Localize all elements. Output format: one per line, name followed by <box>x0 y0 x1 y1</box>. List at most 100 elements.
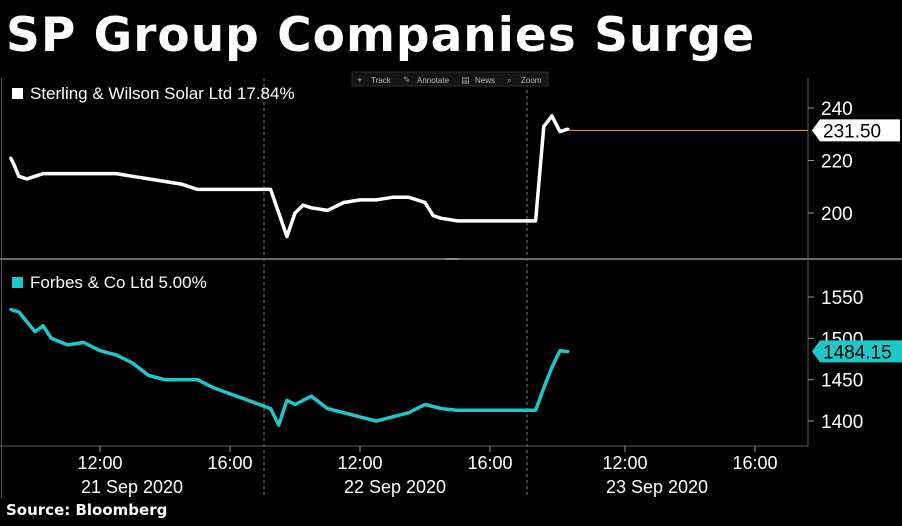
data-point <box>472 219 476 223</box>
value-tag-shape <box>812 340 902 363</box>
toolbar-news-label: News <box>475 76 495 85</box>
data-point <box>269 187 273 191</box>
data-point <box>342 411 346 415</box>
data-point <box>391 415 394 419</box>
pencil-icon: ✎ <box>403 76 411 86</box>
data-point <box>439 407 443 410</box>
data-point <box>82 172 86 176</box>
data-point <box>550 114 554 118</box>
x-date-label: 22 Sep 2020 <box>344 477 446 497</box>
data-point <box>285 235 289 239</box>
data-point <box>407 411 411 415</box>
data-point <box>131 174 134 178</box>
data-point <box>114 172 118 176</box>
data-point <box>196 378 199 382</box>
panel-1: 200 220 240 Sterling & Wilson Solar Ltd 17.… <box>9 84 900 239</box>
legend-label: Forbes & Co Ltd 5.00% <box>30 273 207 292</box>
x-tick-label: 12:00 <box>77 453 122 473</box>
data-point <box>147 374 151 377</box>
toolbar-annotate-label: Annotate <box>417 76 450 85</box>
crosshair-icon: ⌖ <box>357 76 362 86</box>
toolbar-track-button[interactable]: ⌖ Track <box>357 76 392 86</box>
data-point <box>49 336 53 340</box>
data-point <box>66 172 69 176</box>
data-point <box>358 198 362 202</box>
data-point <box>407 195 411 199</box>
toolbar-zoom-label: Zoom <box>521 76 542 85</box>
data-point <box>17 174 21 178</box>
toolbar-annotate-button[interactable]: ✎ Annotate <box>403 76 450 86</box>
data-point <box>9 308 13 311</box>
data-point <box>212 187 216 191</box>
y-tick-label: 200 <box>821 204 853 225</box>
x-tick-label: 16:00 <box>732 453 777 473</box>
data-point <box>9 156 13 160</box>
data-point <box>431 214 435 218</box>
magnifier-icon: ⌕ <box>507 76 512 86</box>
data-point <box>179 378 183 382</box>
x-date-label: 23 Sep 2020 <box>606 477 708 497</box>
data-point <box>11 161 15 165</box>
data-point <box>542 386 546 390</box>
data-point <box>293 211 297 215</box>
data-point <box>293 403 297 406</box>
legend-label: Sterling & Wilson Solar Ltd 17.84% <box>30 84 295 103</box>
data-point <box>326 208 329 212</box>
data-point <box>423 201 427 204</box>
data-point <box>98 172 102 176</box>
data-point <box>301 203 305 207</box>
data-point <box>566 127 570 131</box>
value-tag-label: 1484.15 <box>823 342 892 363</box>
data-point <box>131 361 134 365</box>
source-credit: Source: Bloomberg <box>6 501 168 519</box>
data-point <box>33 330 37 334</box>
toolbar-zoom-button[interactable]: ⌕ Zoom <box>507 76 542 86</box>
data-point <box>196 187 199 191</box>
x-axis: 12:00 16:00 12:00 16:00 12:00 16:00 21 Sep 202… <box>77 446 778 497</box>
last-value-tag: 1484.15 <box>812 340 902 363</box>
data-point <box>212 386 216 390</box>
data-point <box>33 174 37 178</box>
data-point <box>66 343 69 347</box>
data-point <box>439 216 443 220</box>
last-value-tag: 231.50 <box>812 119 900 142</box>
x-tick-label: 16:00 <box>467 453 512 473</box>
price-chart[interactable]: ⌖ Track ✎ Annotate ▤ News ⌕ Zoom 200 220 240 Sterli… <box>0 70 902 498</box>
data-point <box>163 378 167 382</box>
data-point <box>98 349 102 353</box>
data-point <box>25 177 29 181</box>
data-point <box>277 423 281 427</box>
data-point <box>326 407 329 410</box>
toolbar-track-label: Track <box>371 76 392 85</box>
data-point <box>558 349 562 353</box>
data-point <box>309 206 313 210</box>
y-tick-label: 240 <box>821 99 853 120</box>
y-tick-label: 1400 <box>821 412 863 433</box>
data-point <box>41 172 45 176</box>
data-point <box>456 219 459 223</box>
data-point <box>342 201 346 204</box>
data-point <box>49 172 53 176</box>
data-point <box>464 219 468 223</box>
y-tick-label: 1450 <box>821 371 863 392</box>
data-point <box>391 195 394 199</box>
toolbar-news-button[interactable]: ▤ News <box>461 76 495 86</box>
value-tag-shape <box>812 119 900 142</box>
data-point <box>566 350 570 353</box>
data-point <box>269 407 273 410</box>
series-line <box>9 114 569 239</box>
y-tick-label: 1550 <box>821 288 863 309</box>
y-tick-label: 220 <box>821 152 853 173</box>
gridlines <box>0 78 902 498</box>
data-point <box>358 415 362 419</box>
legend-swatch <box>12 277 23 288</box>
news-icon: ▤ <box>461 76 470 86</box>
x-tick-label: 16:00 <box>207 453 252 473</box>
data-point <box>472 408 476 412</box>
x-tick-label: 12:00 <box>602 453 647 473</box>
data-point <box>374 419 378 423</box>
x-tick-label: 12:00 <box>337 453 382 473</box>
data-point <box>114 353 118 357</box>
data-point <box>374 198 378 202</box>
